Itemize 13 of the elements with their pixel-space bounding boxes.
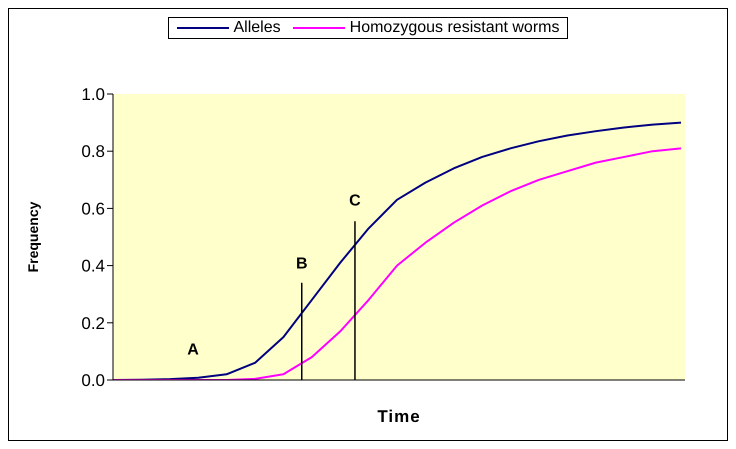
y-tick-label: 1.0: [81, 85, 105, 104]
annotation: A: [187, 341, 200, 358]
y-tick-label: 0.6: [81, 199, 105, 218]
y-tick-label: 0.4: [81, 256, 105, 276]
y-tick-label: 0.0: [81, 371, 105, 390]
y-tick-label: 0.8: [81, 142, 105, 162]
legend-label: Homozygous resistant worms: [350, 19, 560, 37]
annotation: C: [349, 192, 362, 210]
y-axis-title: Frequency: [24, 201, 41, 272]
y-tick-label: 0.2: [81, 314, 105, 333]
x-axis-title: Time: [377, 407, 421, 426]
legend-label: Alleles: [234, 19, 281, 37]
annotation: B: [296, 255, 308, 272]
